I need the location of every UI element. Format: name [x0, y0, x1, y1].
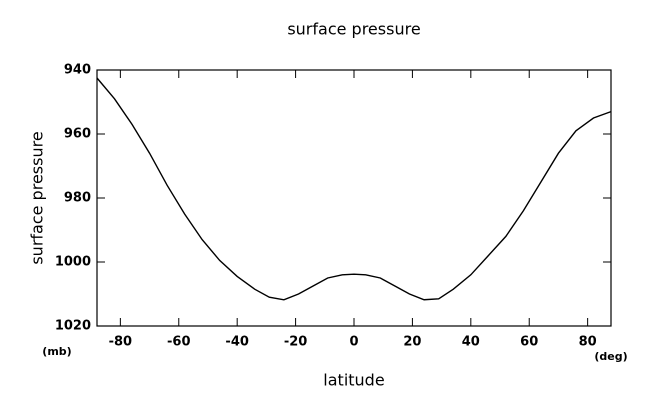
- y-tick-label: 960: [64, 127, 91, 142]
- y-tick-label: 1000: [55, 255, 91, 270]
- x-tick-label: 80: [579, 335, 597, 350]
- data-line: [96, 77, 612, 301]
- x-tick-label: -60: [167, 335, 191, 350]
- x-tick-label: -20: [284, 335, 308, 350]
- x-tick-label: 60: [520, 335, 538, 350]
- x-unit: (deg): [594, 350, 627, 363]
- x-tick-label: 0: [349, 335, 358, 350]
- y-tick-label: 1020: [55, 319, 91, 334]
- y-unit: (mb): [42, 345, 71, 358]
- y-tick-label: 980: [64, 191, 91, 206]
- x-tick-label: -80: [109, 335, 133, 350]
- x-tick-label: -40: [225, 335, 249, 350]
- y-axis-label: surface pressure: [28, 131, 47, 264]
- y-tick-label: 940: [64, 63, 91, 78]
- chart-title: surface pressure: [287, 20, 420, 39]
- x-axis-label: latitude: [323, 371, 384, 390]
- x-tick-label: 40: [462, 335, 480, 350]
- x-tick-label: 20: [403, 335, 421, 350]
